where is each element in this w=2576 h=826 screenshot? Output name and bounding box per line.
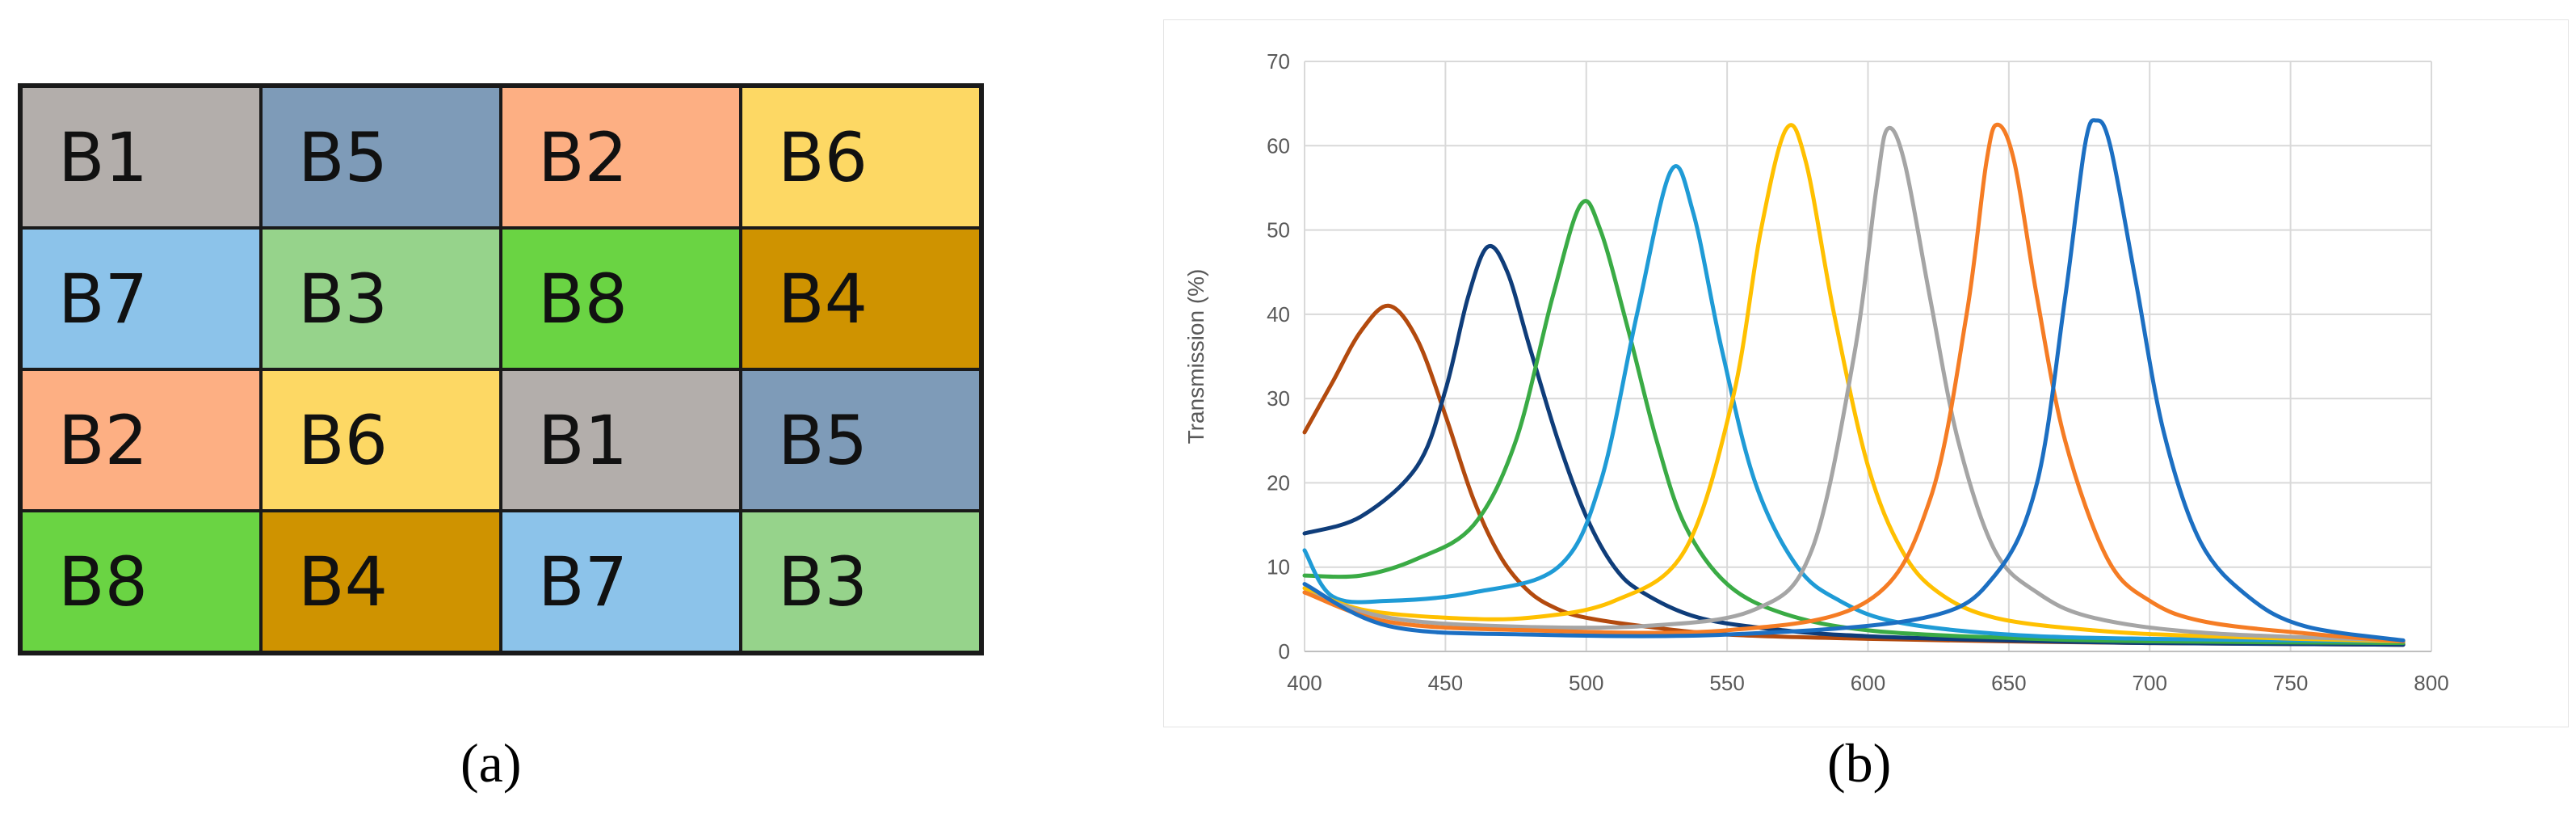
- x-tick-label: 650: [1991, 671, 2026, 695]
- chart-frame: [1163, 19, 2569, 727]
- series-line-4: [1302, 163, 2406, 643]
- band-cell: B6: [741, 86, 981, 228]
- panel-a-label: (a): [460, 732, 522, 794]
- y-tick-label: 10: [1267, 555, 1290, 579]
- band-cell: B5: [741, 369, 981, 511]
- series-line-5: [1302, 123, 2406, 643]
- band-cell: B6: [261, 369, 501, 511]
- x-tick-label: 550: [1709, 671, 1744, 695]
- band-cell: B7: [21, 228, 261, 369]
- y-tick-label: 30: [1267, 386, 1290, 411]
- band-mosaic-grid: B1 B5 B2 B6 B7 B3 B8 B4 B2 B6 B1 B5 B8 B4 B7 B3: [18, 83, 984, 655]
- y-tick-label: 0: [1279, 639, 1290, 664]
- x-tick-label: 700: [2133, 671, 2167, 695]
- series-line-3: [1302, 199, 2406, 646]
- series-line-8: [1302, 118, 2406, 643]
- y-tick-label: 70: [1267, 49, 1290, 74]
- band-cell: B1: [21, 86, 261, 228]
- series-line-7: [1302, 122, 2406, 643]
- x-tick-label: 450: [1428, 671, 1463, 695]
- band-cell: B7: [501, 511, 741, 652]
- band-cell: B4: [261, 511, 501, 652]
- x-tick-label: 500: [1569, 671, 1603, 695]
- band-cell: B1: [501, 369, 741, 511]
- y-tick-label: 60: [1267, 133, 1290, 158]
- x-tick-label: 600: [1851, 671, 1885, 695]
- band-cell: B2: [501, 86, 741, 228]
- band-cell: B8: [501, 228, 741, 369]
- x-tick-label: 400: [1287, 671, 1322, 695]
- x-tick-label: 750: [2273, 671, 2308, 695]
- band-cell: B4: [741, 228, 981, 369]
- series-line-2: [1302, 243, 2406, 647]
- x-tick-label: 800: [2414, 671, 2448, 695]
- y-axis-title: Transmission (%): [1183, 269, 1208, 445]
- y-tick-label: 40: [1267, 302, 1290, 327]
- band-cell: B5: [261, 86, 501, 228]
- series-line-6: [1302, 125, 2406, 643]
- band-cell: B2: [21, 369, 261, 511]
- y-tick-label: 50: [1267, 218, 1290, 242]
- band-cell: B3: [741, 511, 981, 652]
- y-tick-label: 20: [1267, 470, 1290, 495]
- panel-b-label: (b): [1827, 732, 1892, 794]
- transmission-chart: 0 10 20 30 40 50 60 70 400 450 500 550 600 650 700 750 8…: [1183, 49, 2449, 695]
- band-cell: B3: [261, 228, 501, 369]
- band-cell: B8: [21, 511, 261, 652]
